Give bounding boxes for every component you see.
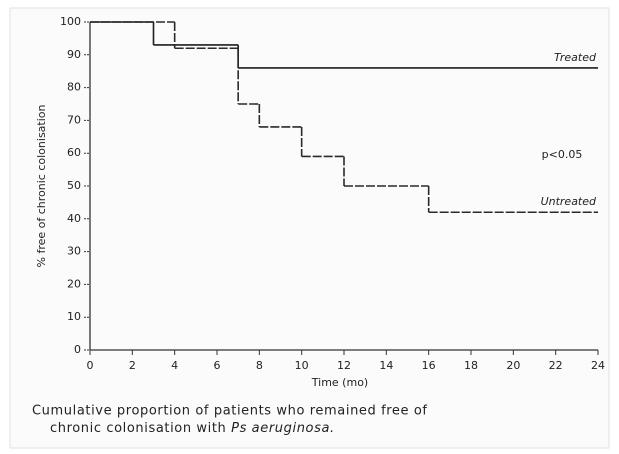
y-tick-label: 30 — [67, 245, 81, 258]
x-tick-label: 16 — [422, 359, 436, 372]
y-tick-label: 80 — [67, 81, 81, 94]
x-tick-label: 24 — [591, 359, 605, 372]
y-tick-label: 100 — [60, 15, 81, 28]
x-tick-label: 18 — [464, 359, 478, 372]
y-tick-label: 20 — [67, 277, 81, 290]
x-tick-label: 20 — [506, 359, 520, 372]
x-tick-label: 12 — [337, 359, 351, 372]
x-axis-label: Time (mo) — [311, 376, 368, 389]
x-tick-label: 8 — [256, 359, 263, 372]
y-axis-label: % free of chronic colonisation — [35, 104, 48, 267]
y-tick-label: 60 — [67, 146, 81, 159]
x-tick-label: 14 — [379, 359, 393, 372]
caption-line: chronic colonisation with Ps aeruginosa. — [50, 421, 335, 436]
annotation: p<0.05 — [542, 148, 583, 161]
x-tick-label: 22 — [549, 359, 563, 372]
x-tick-label: 0 — [87, 359, 94, 372]
y-tick-label: 50 — [67, 179, 81, 192]
x-tick-label: 6 — [214, 359, 221, 372]
figure-panel — [9, 7, 610, 449]
y-tick-label: 90 — [67, 48, 81, 61]
caption-line: Cumulative proportion of patients who re… — [32, 404, 428, 419]
x-tick-label: 10 — [295, 359, 309, 372]
y-tick-label: 0 — [74, 343, 81, 356]
x-tick-label: 2 — [129, 359, 136, 372]
y-tick-label: 40 — [67, 212, 81, 225]
y-tick-label: 10 — [67, 310, 81, 323]
series-label: Untreated — [541, 195, 597, 208]
x-tick-label: 4 — [171, 359, 178, 372]
caption-text: chronic colonisation with — [50, 421, 226, 436]
series-label: Treated — [554, 51, 597, 64]
y-tick-label: 70 — [67, 113, 81, 126]
caption-italic: Ps aeruginosa. — [231, 421, 335, 436]
